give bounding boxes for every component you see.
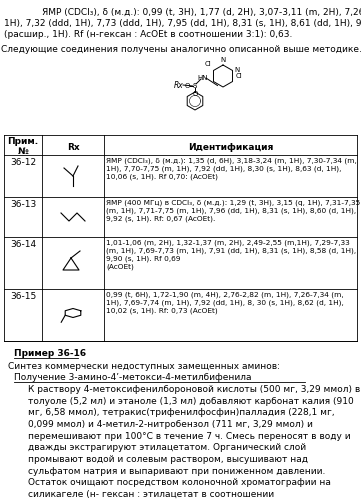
Text: ЯМР (CDCl₃), δ (м.д.): 1,35 (d, 6H), 3,18-3,24 (m, 1H), 7,30-7,34 (m, 1H), 7,70-: ЯМР (CDCl₃), δ (м.д.): 1,35 (d, 6H), 3,1… <box>106 157 357 180</box>
Text: Cl: Cl <box>236 73 243 79</box>
Text: 1H), 7,32 (ddd, 1H), 7,73 (ddd, 1H), 7,95 (dd, 1H), 8,31 (s, 1H), 8,61 (dd, 1H),: 1H), 7,32 (ddd, 1H), 7,73 (ddd, 1H), 7,9… <box>4 19 361 28</box>
Text: (расшир., 1H). Rf (н-гексан : AcOEt в соотношении 3:1): 0,63.: (расшир., 1H). Rf (н-гексан : AcOEt в со… <box>4 30 292 39</box>
Text: 36-13: 36-13 <box>10 200 36 209</box>
Text: N: N <box>220 58 226 64</box>
Text: 36-12: 36-12 <box>10 158 36 167</box>
Text: ЯМР (400 МГц) в CDCl₃, δ (м.д.): 1,29 (t, 3H), 3,15 (q, 1H), 7,31-7,35 (m, 1H), : ЯМР (400 МГц) в CDCl₃, δ (м.д.): 1,29 (t… <box>106 199 360 222</box>
Text: Прим.
№: Прим. № <box>8 137 39 156</box>
Text: К раствору 4-метоксифенилбороновой кислоты (500 мг, 3,29 ммол) в толуоле (5,2 мл: К раствору 4-метоксифенилбороновой кисло… <box>28 385 360 499</box>
Text: ЯМР (CDCl₃), δ (м.д.): 0,99 (t, 3H), 1,77 (d, 2H), 3,07-3,11 (m, 2H), 7,26 (s,: ЯМР (CDCl₃), δ (м.д.): 0,99 (t, 3H), 1,7… <box>42 8 361 17</box>
Text: Rx: Rx <box>67 143 79 152</box>
Text: Идентификация: Идентификация <box>188 143 273 152</box>
Text: Пример 36-16: Пример 36-16 <box>14 349 86 358</box>
Text: Cl: Cl <box>205 62 212 68</box>
Text: 0,99 (t, 6H), 1,72-1,90 (m, 4H), 2,76-2,82 (m, 1H), 7,26-7,34 (m, 1H), 7,69-7,74: 0,99 (t, 6H), 1,72-1,90 (m, 4H), 2,76-2,… <box>106 291 344 314</box>
Text: Rx: Rx <box>174 80 184 90</box>
Text: 36-14: 36-14 <box>10 240 36 249</box>
Text: Синтез коммерчески недоступных замещенных аминов:: Синтез коммерчески недоступных замещенны… <box>8 362 280 371</box>
Text: 1,01-1,06 (m, 2H), 1,32-1,37 (m, 2H), 2,49-2,55 (m,1H), 7,29-7,33 (m, 1H), 7,69-: 1,01-1,06 (m, 2H), 1,32-1,37 (m, 2H), 2,… <box>106 239 356 270</box>
Text: S: S <box>193 83 197 89</box>
Text: 36-15: 36-15 <box>10 292 36 301</box>
Text: O: O <box>184 83 190 89</box>
Text: O: O <box>192 90 198 96</box>
Text: Получение 3-амино-4’-метокси-4-метилбифенила: Получение 3-амино-4’-метокси-4-метилбифе… <box>14 373 252 382</box>
Text: HN: HN <box>198 75 208 81</box>
Text: Следующие соединения получены аналогично описанной выше методике.: Следующие соединения получены аналогично… <box>1 45 361 54</box>
Text: N: N <box>235 68 240 73</box>
